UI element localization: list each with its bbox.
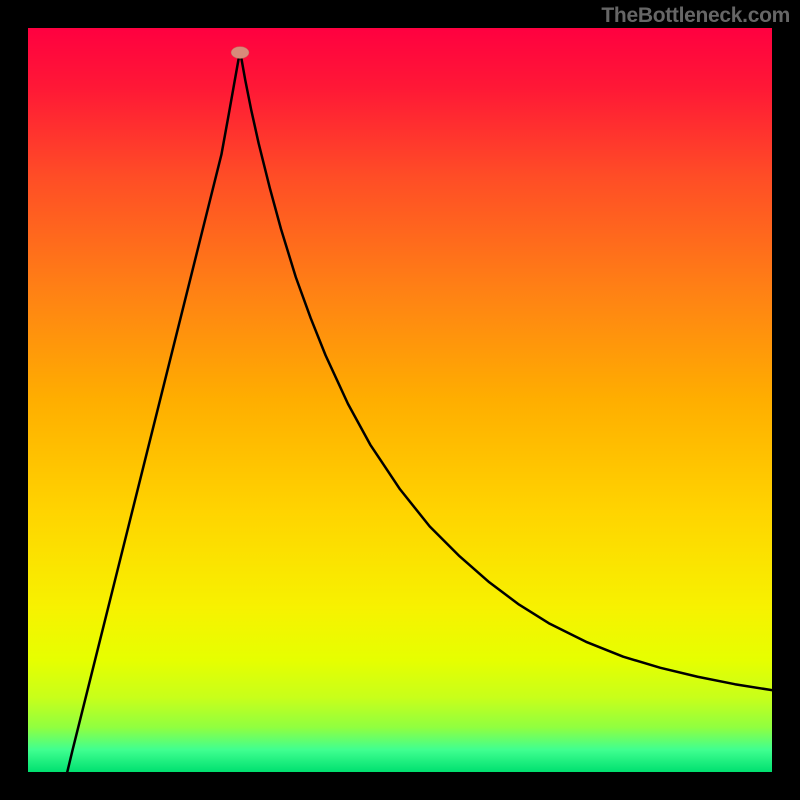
plot-area-gradient	[28, 28, 772, 772]
chart-container: TheBottleneck.com	[0, 0, 800, 800]
watermark-text: TheBottleneck.com	[601, 4, 790, 28]
curve-vertex-marker	[231, 47, 249, 59]
gradient-curve-chart	[0, 0, 800, 800]
